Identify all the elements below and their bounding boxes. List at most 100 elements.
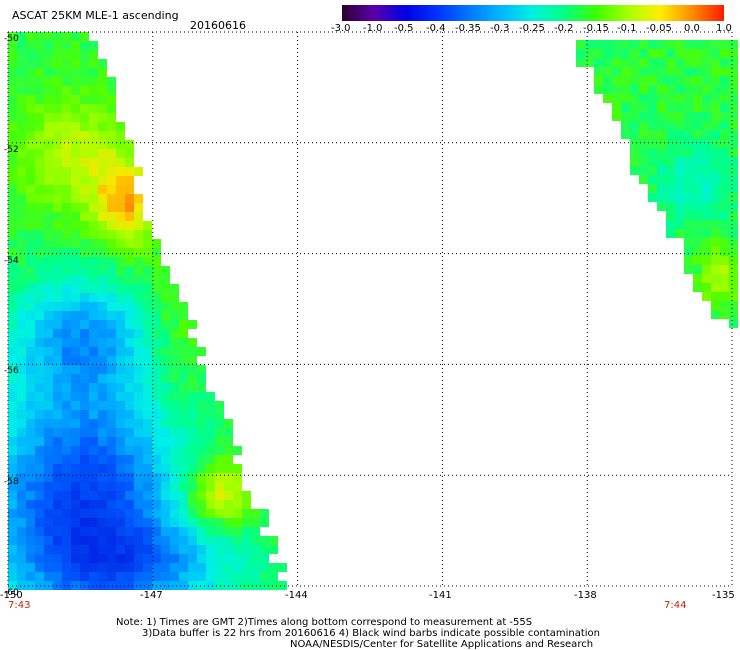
swath-cell [35,167,44,176]
colorbar-gradient [342,5,724,21]
swath-cell [260,518,269,527]
swath-cell [711,76,720,85]
swath-cell [71,275,80,284]
swath-cell [62,284,71,293]
swath-cell [53,536,62,545]
swath-cell [648,67,657,76]
swath-cell [17,122,26,131]
swath-cell [26,275,35,284]
colorbar-label: 0.0 [684,23,700,34]
swath-cell [729,265,738,274]
swath-cell [71,437,80,446]
swath-cell [89,320,98,329]
swath-cell [53,581,62,590]
swath-cell [17,410,26,419]
lon-tick-label: -144 [285,590,308,601]
swath-cell [576,40,585,49]
swath-cell [639,166,648,175]
swath-cell [224,572,233,581]
swath-cell [35,275,44,284]
swath-cell [179,311,188,320]
swath-cell [152,266,161,275]
swath-cell [125,383,134,392]
swath-cell [206,491,215,500]
swath-cell [8,311,17,320]
swath-cell [152,365,161,374]
swath-cell [170,509,179,518]
swath-cell [711,256,720,265]
swath-cell [26,266,35,275]
swath-cell [98,185,107,194]
swath-cell [161,356,170,365]
swath-cell [80,248,89,257]
swath-cell [152,482,161,491]
swath-cell [125,356,134,365]
swath-cell [71,302,80,311]
swath-cell [152,383,161,392]
swath-cell [161,482,170,491]
swath-cell [35,266,44,275]
swath-cell [639,40,648,49]
swath-cell [98,374,107,383]
swath-cell [98,239,107,248]
swath-cell [206,527,215,536]
swath-cell [62,239,71,248]
swath-cell [648,193,657,202]
swath-cell [170,320,179,329]
swath-cell [89,329,98,338]
swath-cell [666,58,675,67]
swath-cell [134,203,143,212]
swath-cell [80,338,89,347]
swath-cell [143,464,152,473]
swath-cell [62,230,71,239]
swath-cell [197,473,206,482]
swath-cell [684,139,693,148]
swath-cell [116,491,125,500]
swath-cell [170,374,179,383]
swath-cell [260,554,269,563]
swath-cell [143,374,152,383]
swath-cell [62,338,71,347]
swath-cell [71,536,80,545]
swath-cell [89,248,98,257]
swath-cell [26,554,35,563]
swath-cell [35,248,44,257]
swath-cell [269,536,278,545]
swath-cell [215,482,224,491]
swath-cell [116,518,125,527]
swath-cell [89,257,98,266]
swath-cell [71,50,80,59]
swath-cell [8,95,17,104]
swath-cell [179,536,188,545]
swath-cell [639,148,648,157]
swath-cell [8,248,17,257]
swath-cell [71,32,80,41]
swath-cell [170,311,179,320]
swath-cell [44,158,53,167]
swath-cell [62,536,71,545]
swath-cell [26,158,35,167]
swath-cell [17,194,26,203]
swath-cell [53,41,62,50]
swath-cell [26,302,35,311]
swath-cell [98,527,107,536]
swath-cell [17,464,26,473]
swath-cell [206,536,215,545]
swath-cell [134,401,143,410]
swath-cell [53,212,62,221]
swath-cell [35,41,44,50]
swath-cell [260,545,269,554]
swath-cell [8,239,17,248]
lat-tick-label: -54 [4,256,19,266]
swath-cell [251,509,260,518]
swath-cell [89,491,98,500]
swath-cell [152,455,161,464]
swath-cell [729,40,738,49]
swath-cell [44,149,53,158]
swath-cell [53,473,62,482]
swath-cell [26,284,35,293]
swath-cell [684,247,693,256]
swath-cell [630,139,639,148]
colorbar-label: -0.05 [646,23,672,34]
swath-cell [107,284,116,293]
